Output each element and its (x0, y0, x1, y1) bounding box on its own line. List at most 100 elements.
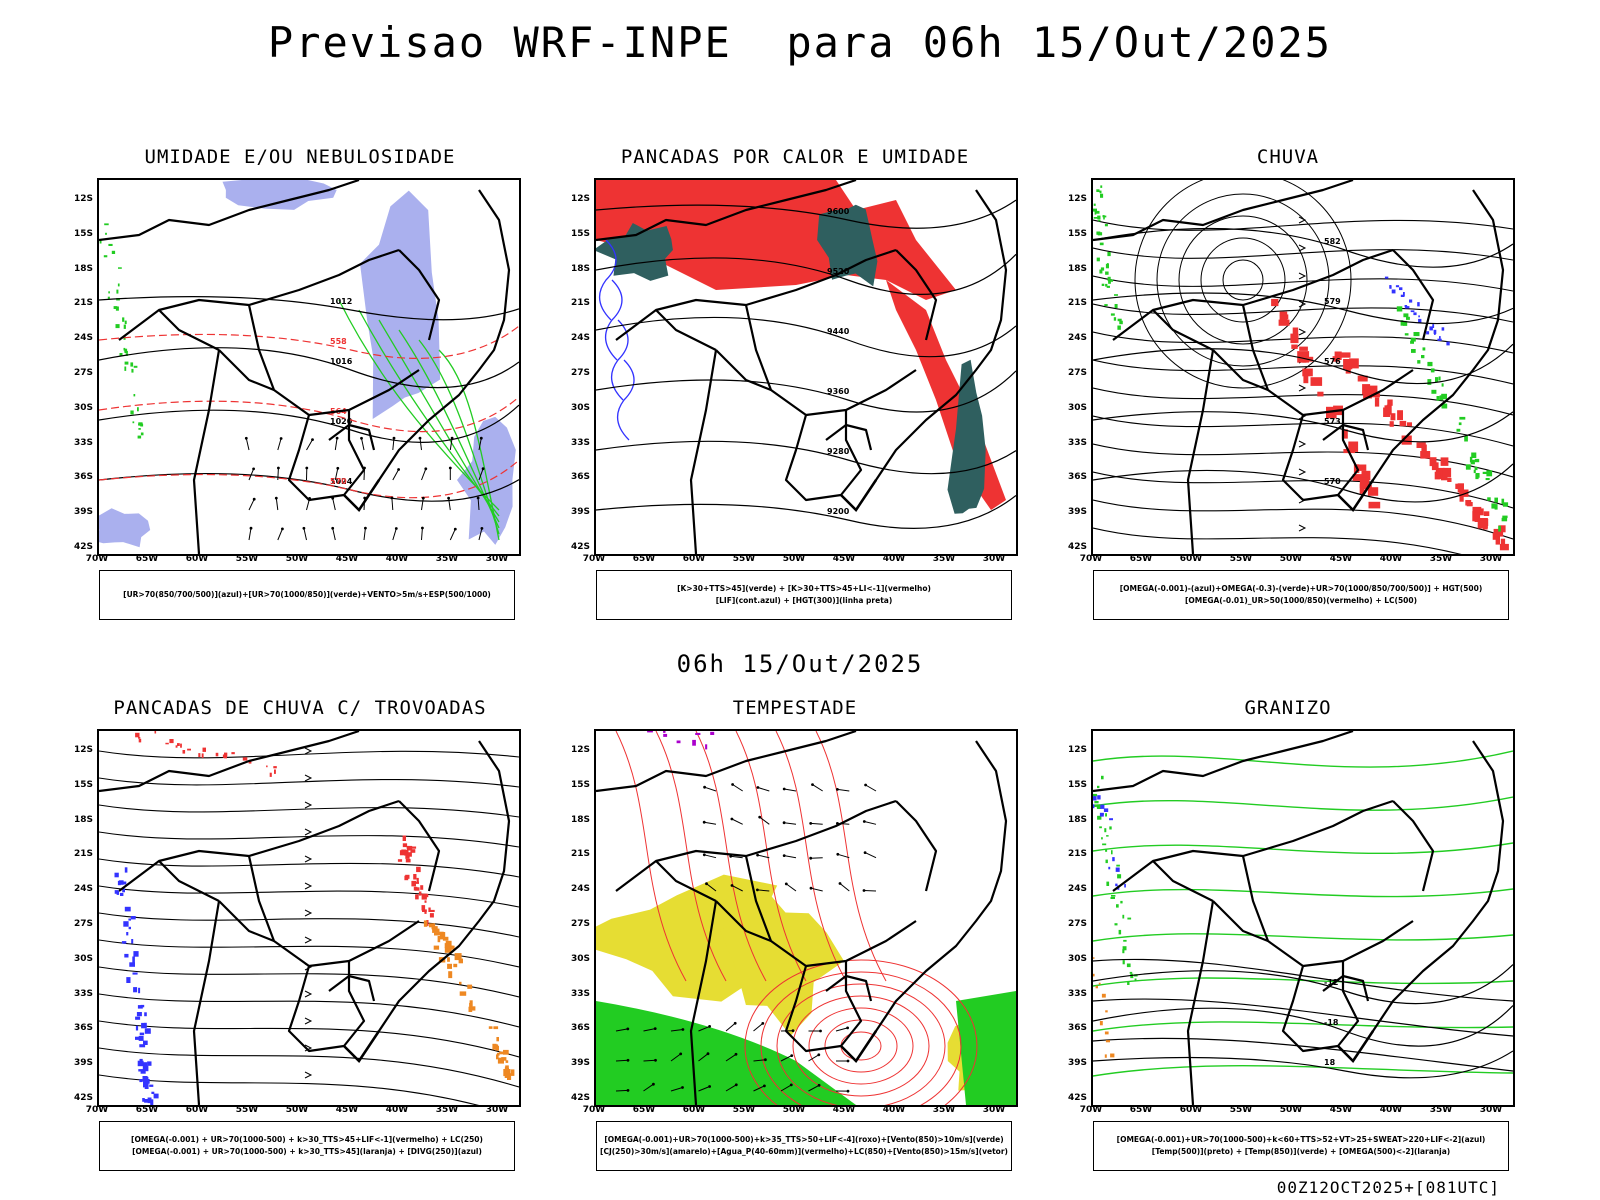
wind-vector-head (335, 436, 339, 440)
hgt500-streamline (1093, 331, 1513, 354)
wind-vector (421, 498, 424, 511)
temp850-contour (1111, 895, 1116, 897)
lc850-contour (744, 959, 978, 1105)
lon-label: 45W (832, 1105, 856, 1115)
divg250-area (128, 926, 131, 930)
lc850-contour (615, 731, 687, 982)
omega-ur-red-area (1279, 315, 1288, 326)
contour-label: 18 (1324, 1058, 1336, 1067)
omega-green-area (1098, 219, 1101, 222)
lat-label: 39S (73, 1058, 93, 1069)
wind850-vector (835, 1027, 848, 1032)
divg250-area (147, 1061, 152, 1066)
wind850-vector (706, 883, 717, 892)
divg250-area (126, 977, 131, 983)
lat-label: 15S (1067, 779, 1087, 790)
omega-ur-red-area (1397, 410, 1403, 421)
wind850-vector-head (817, 1083, 821, 1087)
k-tts-orange-area (467, 984, 473, 989)
wind-vector (477, 497, 480, 511)
omega-green-area (1458, 422, 1462, 426)
omega-blue-area (1413, 312, 1417, 316)
wind850-vector-head (838, 882, 842, 885)
cyclonic-circulation (1134, 180, 1352, 389)
omega-blue-area (1432, 324, 1435, 328)
wind850-vector-head (654, 1058, 657, 1062)
map-canvas (596, 731, 1016, 1105)
hgt300-contour (596, 253, 1016, 295)
omega-blue-area (1426, 331, 1430, 335)
country-border (1322, 974, 1370, 1002)
k-tts-orange-area (469, 1002, 473, 1011)
wind-vector-head (252, 467, 256, 471)
lc850-contour (815, 731, 887, 982)
omega-ur-red-area (1493, 528, 1504, 537)
humidity-1000-850-patch (103, 255, 108, 258)
coastline (1337, 479, 1375, 512)
hail-blue-area (1093, 796, 1097, 801)
humidity-1000-850-contour (418, 339, 500, 535)
k-tts-lif-red-area (274, 769, 276, 774)
wind850-vector-head (702, 820, 706, 824)
wind850-vector-head (846, 1026, 849, 1030)
divg250-area (129, 962, 135, 967)
k-tts-orange-area (496, 1052, 500, 1056)
country-border (895, 800, 938, 892)
omega500-orange-area (1095, 985, 1098, 989)
k-tts-lif-red-area (242, 757, 248, 761)
hgt500-streamline (1093, 387, 1513, 416)
lc250-streamline (99, 939, 519, 968)
lon-label: 60W (185, 554, 209, 564)
temp850-contour (1101, 775, 1104, 780)
lif-contour (605, 279, 623, 361)
wind850-vector-head (681, 1028, 685, 1031)
lon-label: 45W (335, 554, 359, 564)
lc250-streamline (99, 831, 519, 848)
wind850-vector-head (734, 1083, 738, 1087)
legend-box-1: [UR>70(850/700/500)](azul)+[UR>70(1000/8… (99, 570, 515, 620)
omega500-orange-area (1104, 1031, 1109, 1035)
lon-label: 45W (832, 554, 856, 564)
lon-label: 55W (732, 554, 756, 564)
lc850-contour (776, 983, 946, 1105)
hail-blue-area (1093, 804, 1095, 809)
streamline-arrowhead (1298, 244, 1307, 252)
lat-label: 18S (73, 263, 93, 274)
hail-blue-area (1097, 795, 1101, 800)
temp850-contour (1105, 859, 1108, 864)
k-tts-orange-area (454, 953, 462, 961)
omega500-orange-area (1110, 1053, 1115, 1058)
lat-label: 18S (1067, 263, 1087, 274)
wind850-vector (730, 855, 743, 859)
wind850-green-area (596, 1001, 856, 1105)
divg250-area (144, 1028, 151, 1034)
omega-green-area (1473, 469, 1476, 474)
lat-label: 30S (73, 402, 93, 413)
lat-label: 12S (1067, 745, 1087, 755)
wind850-vector (757, 854, 770, 859)
k-tts-lif-red-area (424, 900, 427, 903)
lon-label: 35W (1429, 1105, 1453, 1115)
storm-purple-area (663, 733, 668, 737)
omega-green-area (1469, 456, 1473, 463)
omega-blue-area (1433, 329, 1437, 334)
divg250-area (114, 890, 119, 894)
omega500-orange-area (1101, 993, 1106, 998)
humidity-1000-850-patch (111, 250, 116, 254)
omega-blue-area (1417, 302, 1420, 307)
wind850-vector (810, 887, 823, 892)
k-tts-orange-area (442, 936, 449, 941)
k-tts-orange-area (423, 920, 428, 927)
omega-green-area (1410, 340, 1414, 344)
lc250-streamline (99, 750, 519, 759)
lat-label: 36S (73, 472, 93, 483)
wind-vector-head (480, 527, 484, 530)
temp500-contour (1093, 1037, 1513, 1072)
wind-vector (277, 438, 282, 451)
contour-label: -12 (1324, 978, 1338, 987)
wind850-vector-head (702, 853, 706, 857)
lat-label: 33S (1067, 437, 1087, 448)
k-tts-lif-red-area (269, 772, 272, 777)
humidity-1000-850-patch (137, 407, 139, 412)
temp850-contour (1116, 904, 1119, 908)
